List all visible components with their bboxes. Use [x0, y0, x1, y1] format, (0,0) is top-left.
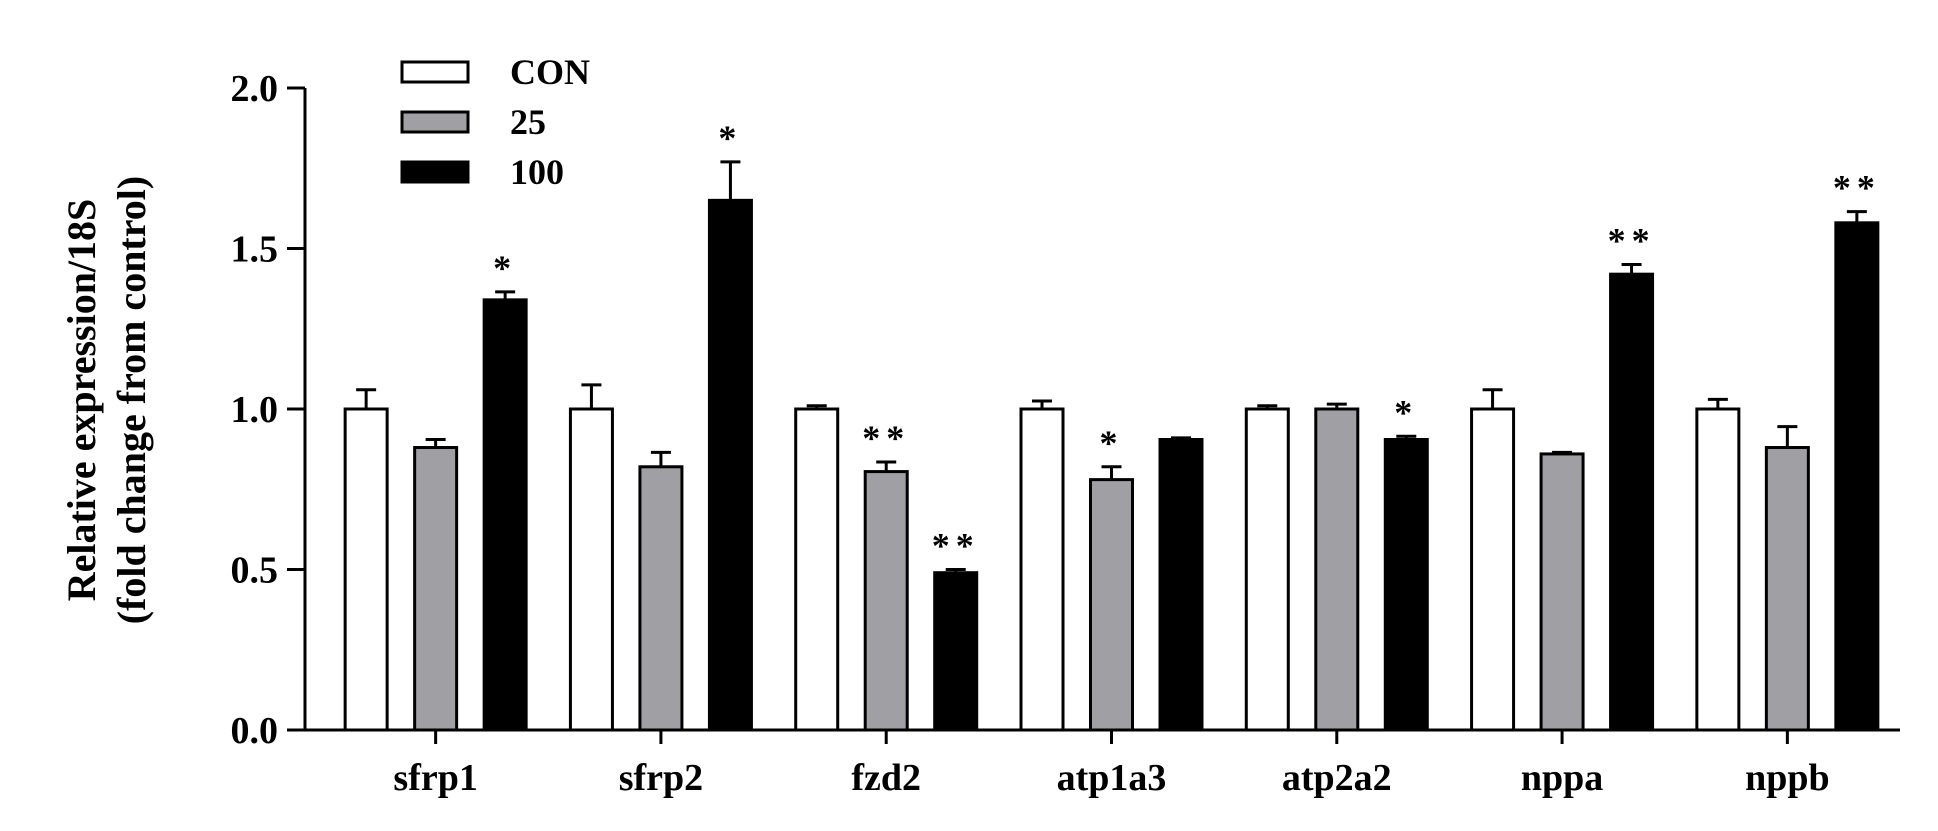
- legend-label: 100: [510, 152, 564, 192]
- axes: 0.0 0.5 1.0 1.5 2.0 sfrp1 sfrp2 fzd2 atp1a3 atp2a…: [231, 68, 1900, 799]
- bar: [863, 470, 909, 732]
- significance-label: *: [493, 248, 517, 288]
- legend: CON 25 100: [400, 52, 590, 192]
- bar: [1539, 452, 1585, 732]
- bar: [482, 298, 528, 732]
- significance-label: *: [718, 118, 742, 158]
- bar: [638, 465, 684, 732]
- bars: ************: [343, 118, 1881, 732]
- bar: [933, 571, 979, 732]
- bar: [1470, 407, 1516, 732]
- legend-label: 25: [510, 102, 546, 142]
- bar: [568, 407, 614, 732]
- x-tick-label: atp1a3: [1057, 757, 1167, 799]
- bar: [413, 446, 459, 732]
- bar: [1695, 407, 1741, 732]
- bar: [343, 407, 389, 732]
- x-tick-label: sfrp2: [619, 757, 703, 799]
- y-axis-title-line2: (fold change from control): [109, 176, 154, 624]
- bar: [794, 407, 840, 732]
- bar: [1383, 437, 1429, 732]
- legend-swatch: [400, 160, 470, 184]
- significance-label: **: [862, 418, 910, 458]
- bar: [1019, 407, 1065, 732]
- y-tick-label: 0.5: [231, 550, 279, 592]
- significance-label: **: [932, 526, 980, 566]
- y-tick-label: 1.5: [231, 229, 279, 271]
- legend-swatch: [400, 110, 470, 134]
- bar: [1244, 407, 1290, 732]
- y-tick-label: 2.0: [231, 68, 279, 110]
- x-tick-label: atp2a2: [1282, 757, 1392, 799]
- y-tick-label: 1.0: [231, 389, 279, 431]
- x-tick-label: sfrp1: [393, 757, 477, 799]
- x-tick-label: nppb: [1745, 757, 1830, 799]
- bar: [1314, 407, 1360, 732]
- y-tick-label: 0.0: [231, 710, 279, 752]
- bar: [1609, 272, 1655, 732]
- bar: [1834, 221, 1880, 732]
- x-tick-label: fzd2: [851, 757, 921, 799]
- significance-label: **: [1833, 168, 1881, 208]
- bar: [1158, 437, 1204, 732]
- significance-label: **: [1608, 221, 1656, 261]
- bar: [707, 198, 753, 732]
- significance-label: *: [1100, 423, 1124, 463]
- legend-label: CON: [510, 52, 590, 92]
- y-axis-title-line1: Relative expression/18S: [59, 199, 104, 602]
- bar: [1089, 478, 1134, 732]
- bar: [1764, 446, 1810, 732]
- x-tick-label: nppa: [1521, 757, 1603, 799]
- y-axis-title: Relative expression/18S (fold change fro…: [59, 176, 154, 624]
- legend-swatch: [400, 60, 470, 84]
- significance-label: *: [1394, 392, 1418, 432]
